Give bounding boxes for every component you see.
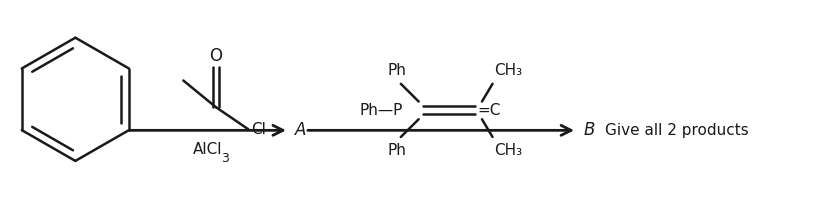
Text: CH₃: CH₃ xyxy=(494,63,522,78)
Text: B: B xyxy=(584,121,595,139)
Text: CH₃: CH₃ xyxy=(494,143,522,158)
Text: Give all 2 products: Give all 2 products xyxy=(606,123,749,138)
Text: Cl: Cl xyxy=(251,122,267,137)
Text: =C: =C xyxy=(477,103,501,118)
Text: Ph: Ph xyxy=(387,63,406,78)
Text: Ph—P: Ph—P xyxy=(359,103,402,118)
Text: A: A xyxy=(294,121,306,139)
Text: O: O xyxy=(209,47,222,65)
Text: Ph: Ph xyxy=(387,143,406,158)
Text: 3: 3 xyxy=(222,152,229,165)
Text: AlCl: AlCl xyxy=(193,142,223,157)
